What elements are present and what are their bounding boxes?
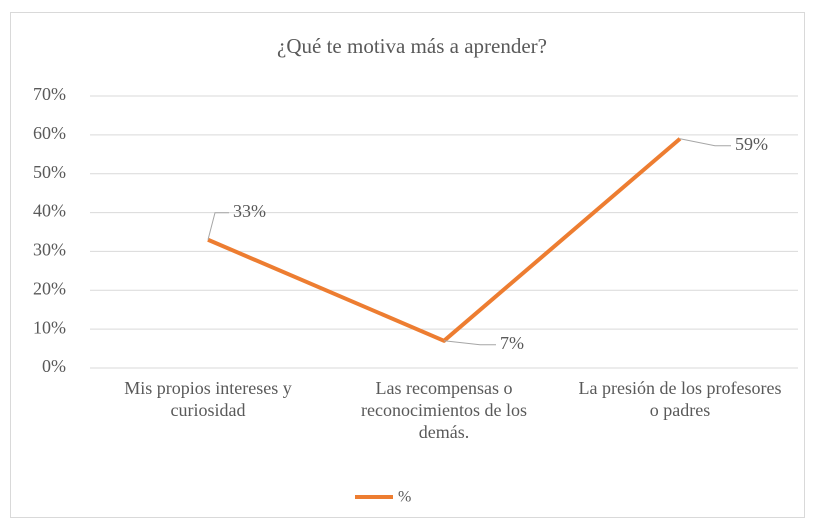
leader-line xyxy=(443,340,496,346)
data-label: 33% xyxy=(233,201,266,221)
y-tick-label: 20% xyxy=(33,278,66,298)
leader-line xyxy=(207,212,229,240)
x-tick-label: Mis propios intereses y curiosidad xyxy=(124,378,292,420)
leader-line xyxy=(679,138,731,147)
y-tick-label: 40% xyxy=(33,201,66,221)
y-tick-label: 0% xyxy=(42,356,66,376)
y-tick-label: 70% xyxy=(33,84,66,104)
y-tick-label: 30% xyxy=(33,240,66,260)
y-tick-label: 60% xyxy=(33,123,66,143)
chart-border xyxy=(10,12,805,518)
chart-title: ¿Qué te motiva más a aprender? xyxy=(277,34,547,58)
legend-label: % xyxy=(398,489,411,506)
data-label: 7% xyxy=(500,333,524,353)
y-tick-label: 10% xyxy=(33,317,66,337)
x-tick-label: Las recompensas o reconocimientos de los… xyxy=(361,378,527,442)
y-tick-label: 50% xyxy=(33,162,66,182)
data-label: 59% xyxy=(735,134,768,154)
x-tick-label: La presión de los profesores o padres xyxy=(578,378,782,420)
